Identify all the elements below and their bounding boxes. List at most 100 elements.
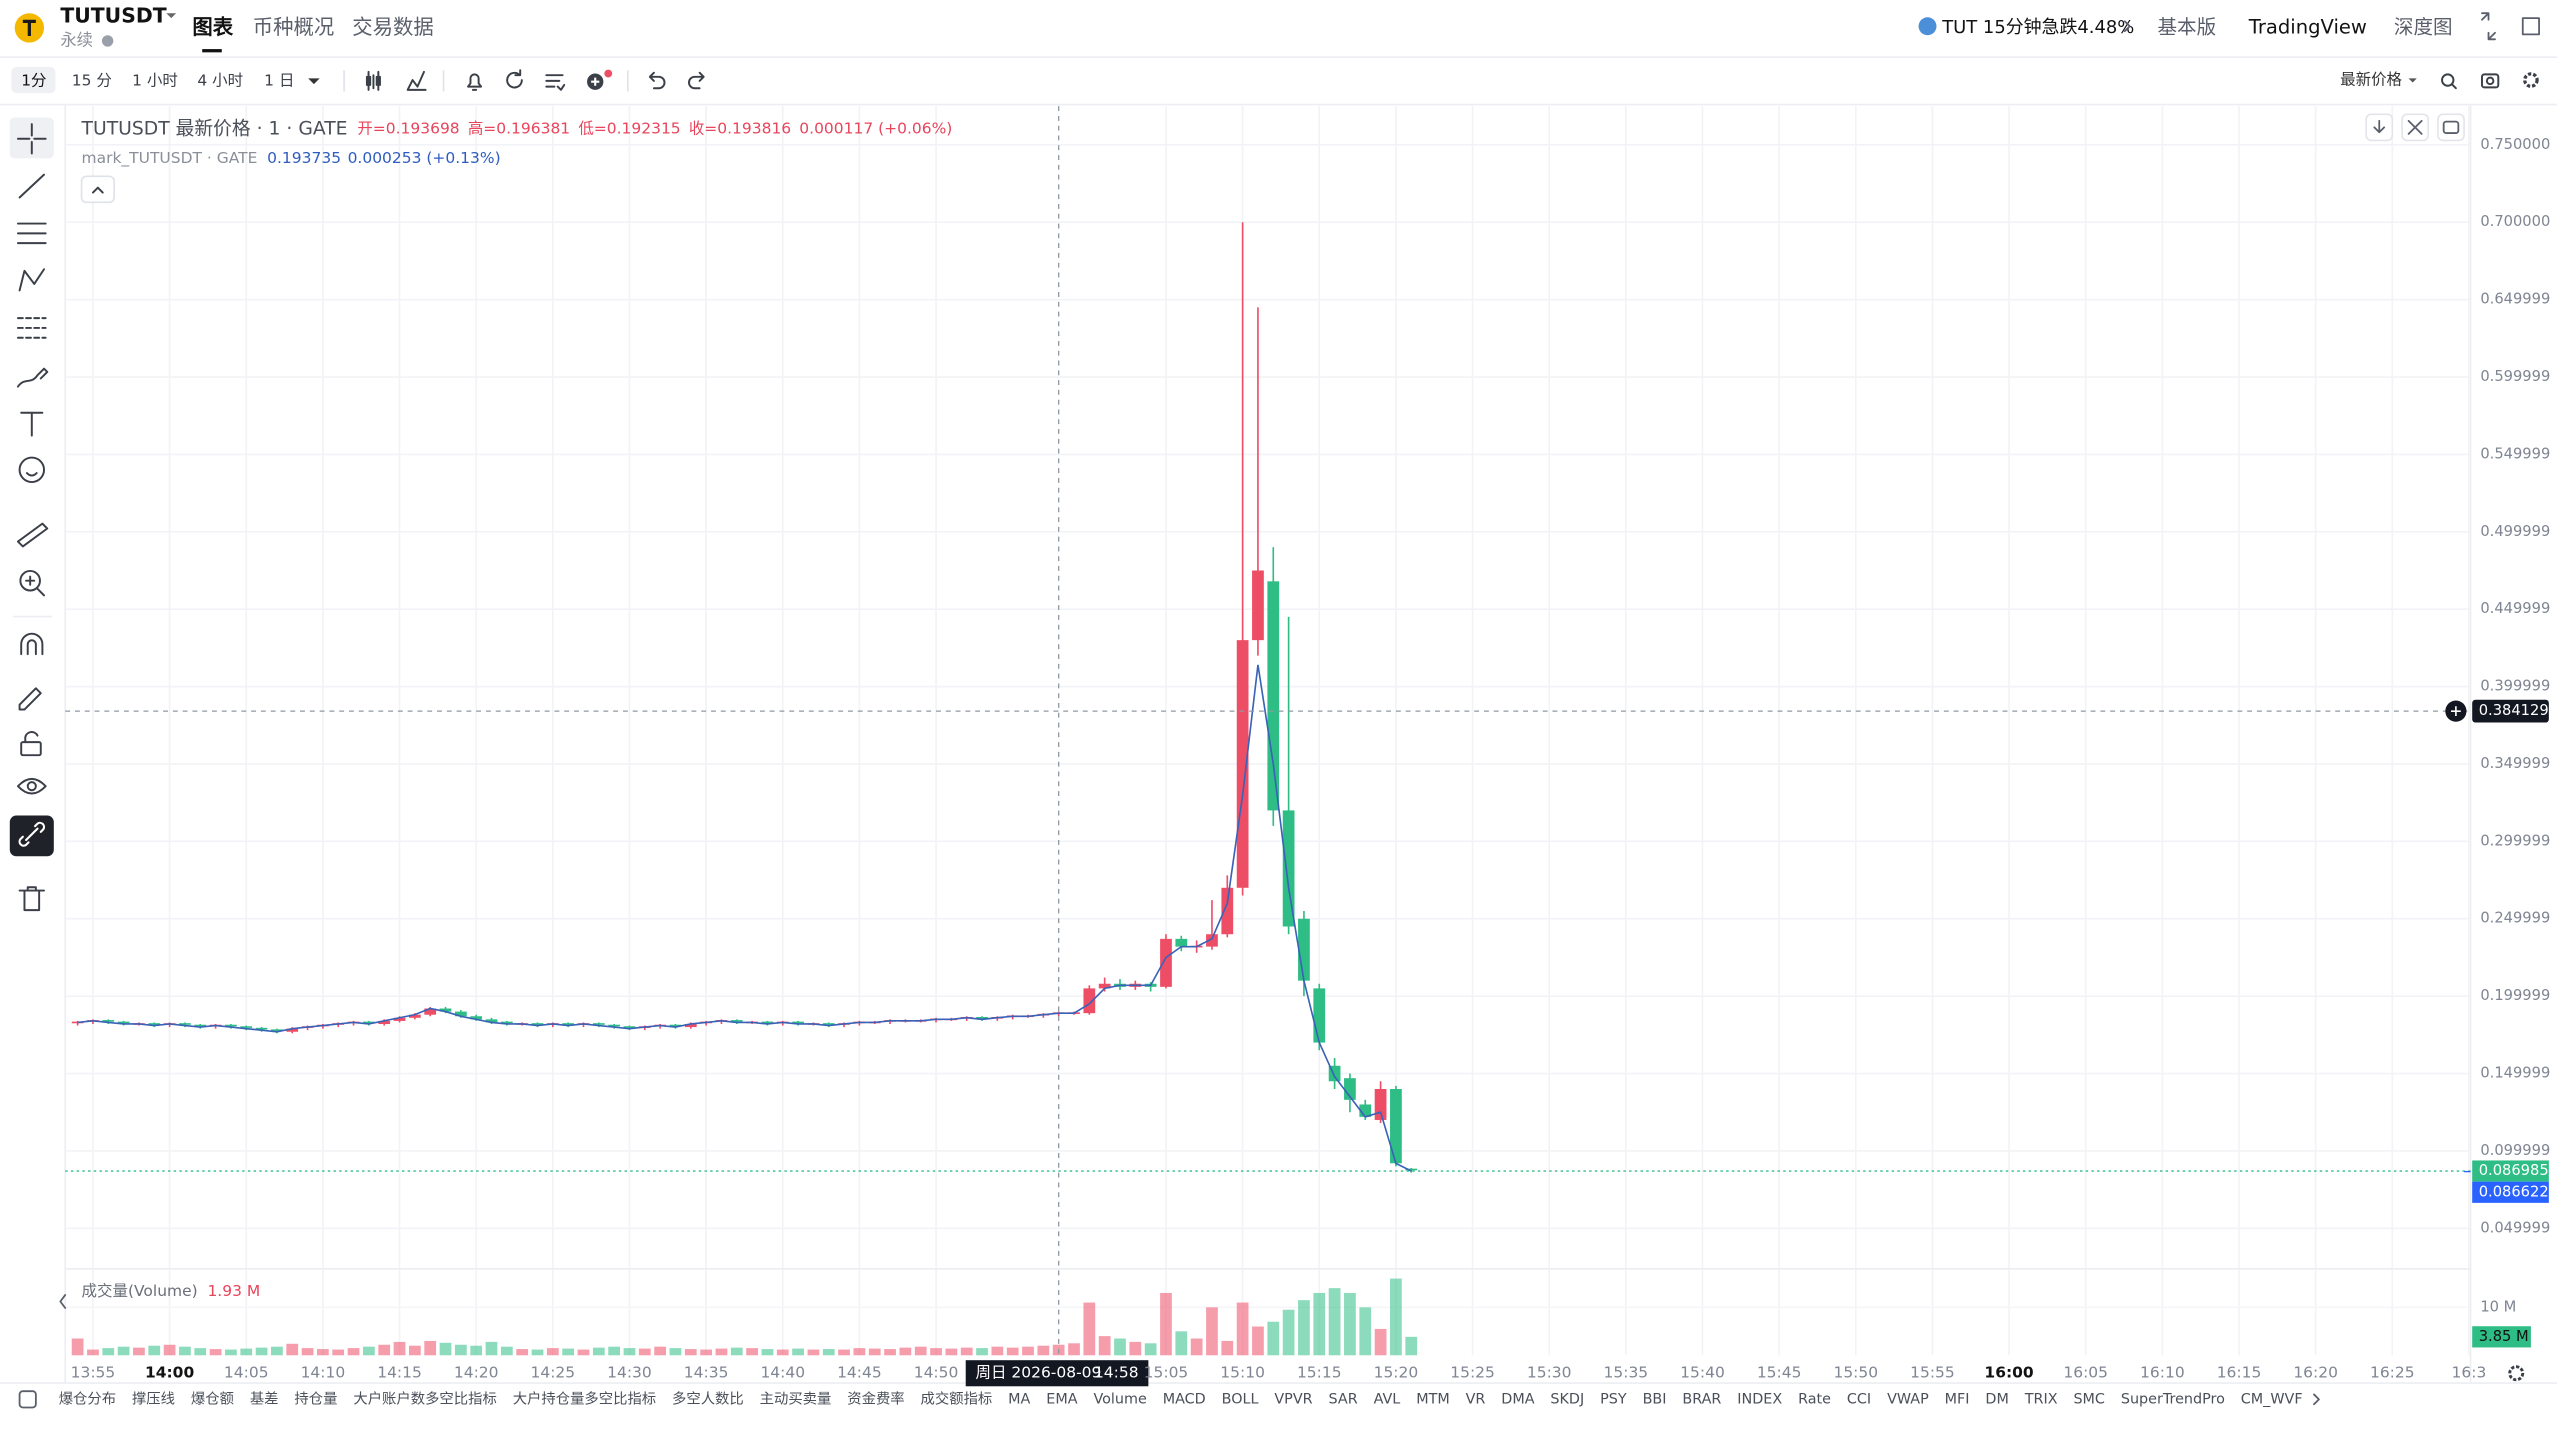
candle-body	[1328, 1065, 1341, 1082]
magnet-tool[interactable]	[20, 632, 44, 656]
interval-caret[interactable]	[308, 78, 320, 85]
alert-bell-icon[interactable]	[467, 73, 483, 91]
interval[interactable]: 4 小时	[197, 71, 243, 89]
collapse-button[interactable]	[80, 175, 115, 204]
candle-type-icon[interactable]	[365, 70, 381, 91]
camera-icon[interactable]	[2481, 73, 2500, 89]
visibility-tool[interactable]	[16, 777, 47, 795]
indicator[interactable]: SuperTrendPro	[2121, 1391, 2225, 1407]
indicator[interactable]: 资金费率	[847, 1390, 904, 1407]
indicator[interactable]: 主动买卖量	[760, 1390, 832, 1407]
parallel-tool[interactable]	[16, 222, 47, 245]
indicator[interactable]: VWAP	[1887, 1391, 1929, 1407]
indicator[interactable]: 基差	[250, 1390, 279, 1407]
info-icon[interactable]	[101, 35, 114, 47]
price-source[interactable]: 最新价格	[2340, 71, 2402, 89]
indicator[interactable]: 撑压线	[132, 1390, 175, 1407]
tab[interactable]: 币种概况	[253, 15, 335, 39]
indicator-icon[interactable]	[406, 70, 427, 91]
corner-button[interactable]	[2437, 113, 2465, 142]
calendar-icon[interactable]	[18, 1390, 37, 1409]
tab[interactable]: 图表	[192, 15, 233, 39]
search-icon[interactable]	[2441, 73, 2455, 87]
indicator[interactable]: TRIX	[2024, 1391, 2058, 1407]
indicator[interactable]: Volume	[1093, 1391, 1147, 1407]
indicator[interactable]: DM	[1985, 1391, 2008, 1407]
view-option[interactable]: TradingView	[2248, 15, 2367, 38]
view-option[interactable]: 基本版	[2157, 15, 2216, 38]
indicator[interactable]: 成交额指标	[921, 1389, 993, 1407]
pattern-tool[interactable]	[18, 268, 46, 292]
indicator[interactable]: BBI	[1643, 1391, 1667, 1407]
delete-tool[interactable]	[18, 886, 46, 912]
indicator[interactable]: VR	[1466, 1391, 1486, 1407]
indicator[interactable]: SKDJ	[1550, 1391, 1584, 1407]
fib-tool[interactable]	[16, 317, 47, 339]
price-source-caret[interactable]	[2408, 78, 2417, 83]
indicator[interactable]: INDEX	[1737, 1391, 1782, 1407]
fullscreen-icon[interactable]	[2521, 17, 2540, 36]
indicator[interactable]: MFI	[1945, 1391, 1970, 1407]
alert-arrow[interactable]	[2123, 20, 2131, 33]
indicator[interactable]: 大户持仓量多空比指标	[513, 1390, 656, 1407]
indicator-more[interactable]	[2313, 1393, 2320, 1406]
text-tool[interactable]	[20, 411, 44, 437]
settings-icon[interactable]	[2523, 72, 2539, 88]
axis-settings[interactable]	[2508, 1365, 2525, 1382]
indicator[interactable]: BOLL	[1222, 1391, 1259, 1407]
x-tick-label: 14:30	[607, 1364, 652, 1382]
indicator[interactable]: SMC	[2073, 1391, 2105, 1407]
interval[interactable]: 1 小时	[132, 71, 178, 89]
indicator[interactable]: 大户账户数多空比指标	[353, 1390, 496, 1407]
pane-arrow[interactable]	[59, 1294, 67, 1309]
indicator[interactable]: AVL	[1374, 1391, 1401, 1407]
indicator[interactable]: SAR	[1329, 1391, 1358, 1407]
link-tool-bg[interactable]	[9, 815, 54, 857]
undo-icon[interactable]	[648, 71, 666, 90]
indicator[interactable]: MA	[1008, 1391, 1030, 1407]
indicator[interactable]: CM_WVF	[2241, 1391, 2303, 1407]
indicator[interactable]: MACD	[1163, 1391, 1206, 1407]
tab[interactable]: 交易数据	[352, 15, 434, 39]
interval[interactable]: 15 分	[72, 71, 112, 89]
x-tick-label: 15:40	[1680, 1364, 1725, 1382]
x-tick-label: 15:45	[1757, 1364, 1802, 1382]
lock-draw-tool[interactable]	[18, 687, 42, 711]
alert-text[interactable]: TUT 15分钟急跌4.48%	[1941, 17, 2134, 38]
interval[interactable]: 1 日	[264, 71, 294, 89]
ruler-tool[interactable]	[16, 522, 49, 548]
indicator[interactable]: 爆仓分布	[59, 1390, 116, 1407]
trendline-tool[interactable]	[18, 173, 46, 199]
redo-icon[interactable]	[688, 71, 705, 90]
candle-body	[1313, 988, 1326, 1043]
emoji-tool[interactable]	[18, 456, 46, 484]
indicator[interactable]: EMA	[1046, 1391, 1077, 1407]
indicator[interactable]: VPVR	[1274, 1391, 1312, 1407]
symbol-caret[interactable]	[166, 13, 177, 19]
view-option[interactable]: 深度图	[2394, 15, 2453, 38]
crosshair-tool[interactable]	[16, 123, 47, 155]
replay-icon[interactable]	[506, 69, 523, 89]
volume-bar	[332, 1349, 345, 1356]
brush-tool[interactable]	[16, 367, 49, 388]
indicator[interactable]: MTM	[1416, 1391, 1450, 1407]
expand-icon[interactable]	[2481, 12, 2496, 41]
lock-tool[interactable]	[20, 741, 42, 757]
candle-body	[1282, 810, 1295, 927]
indicator[interactable]: 爆仓额	[191, 1390, 234, 1407]
symbol[interactable]: TUTUSDT	[60, 3, 166, 27]
indicator[interactable]: CCI	[1847, 1391, 1871, 1407]
indicator[interactable]: Rate	[1798, 1391, 1831, 1407]
interval[interactable]: 1分	[21, 71, 46, 89]
volume-bar	[776, 1349, 789, 1356]
indicator[interactable]: 持仓量	[294, 1390, 337, 1407]
indicator[interactable]: PSY	[1600, 1391, 1627, 1407]
indicator[interactable]: DMA	[1501, 1391, 1534, 1407]
volume-bar	[792, 1348, 804, 1356]
indicator[interactable]: 多空人数比	[672, 1390, 744, 1407]
indicator[interactable]: BRAR	[1682, 1391, 1721, 1407]
template-icon[interactable]	[545, 74, 566, 91]
zoom-tool[interactable]	[19, 569, 41, 592]
